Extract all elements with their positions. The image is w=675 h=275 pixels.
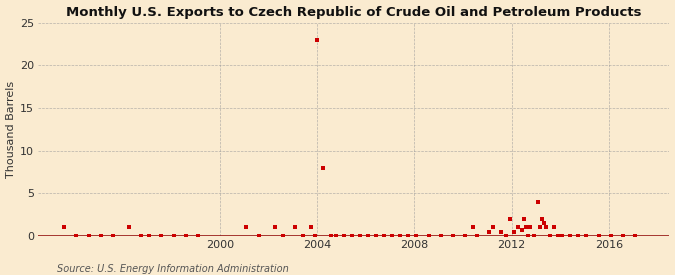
Point [107,233,118,238]
Point [290,225,300,230]
Point [496,230,507,234]
Point [298,233,308,238]
Point [346,233,357,238]
Point [630,233,641,238]
Point [537,217,547,221]
Point [484,230,495,234]
Point [423,233,434,238]
Point [520,225,531,230]
Point [312,37,323,42]
Point [395,233,406,238]
Point [338,233,349,238]
Point [168,233,179,238]
Point [156,233,167,238]
Point [253,233,264,238]
Point [144,233,155,238]
Point [541,225,551,230]
Point [330,233,341,238]
Point [593,233,604,238]
Point [605,233,616,238]
Point [529,233,539,238]
Point [565,233,576,238]
Point [435,233,446,238]
Point [512,225,523,230]
Point [468,225,479,230]
Point [192,233,203,238]
Point [318,166,329,170]
Point [371,233,381,238]
Point [387,233,398,238]
Point [522,233,533,238]
Point [573,233,584,238]
Point [524,225,535,230]
Point [557,233,568,238]
Point [71,233,82,238]
Point [269,225,280,230]
Title: Monthly U.S. Exports to Czech Republic of Crude Oil and Petroleum Products: Monthly U.S. Exports to Czech Republic o… [66,6,641,18]
Point [618,233,628,238]
Point [379,233,389,238]
Point [83,233,94,238]
Point [460,233,470,238]
Text: Source: U.S. Energy Information Administration: Source: U.S. Energy Information Administ… [57,264,289,274]
Point [500,233,511,238]
Point [411,233,422,238]
Point [516,228,527,232]
Point [95,233,106,238]
Point [545,233,556,238]
Y-axis label: Thousand Barrels: Thousand Barrels [5,81,16,178]
Point [518,217,529,221]
Point [448,233,458,238]
Point [549,225,560,230]
Point [539,221,549,226]
Point [472,233,483,238]
Point [124,225,134,230]
Point [354,233,365,238]
Point [581,233,592,238]
Point [59,225,70,230]
Point [180,233,191,238]
Point [533,200,543,204]
Point [310,233,321,238]
Point [241,225,252,230]
Point [535,225,545,230]
Point [306,225,317,230]
Point [508,230,519,234]
Point [488,225,499,230]
Point [553,233,564,238]
Point [136,233,146,238]
Point [403,233,414,238]
Point [326,233,337,238]
Point [504,217,515,221]
Point [362,233,373,238]
Point [277,233,288,238]
